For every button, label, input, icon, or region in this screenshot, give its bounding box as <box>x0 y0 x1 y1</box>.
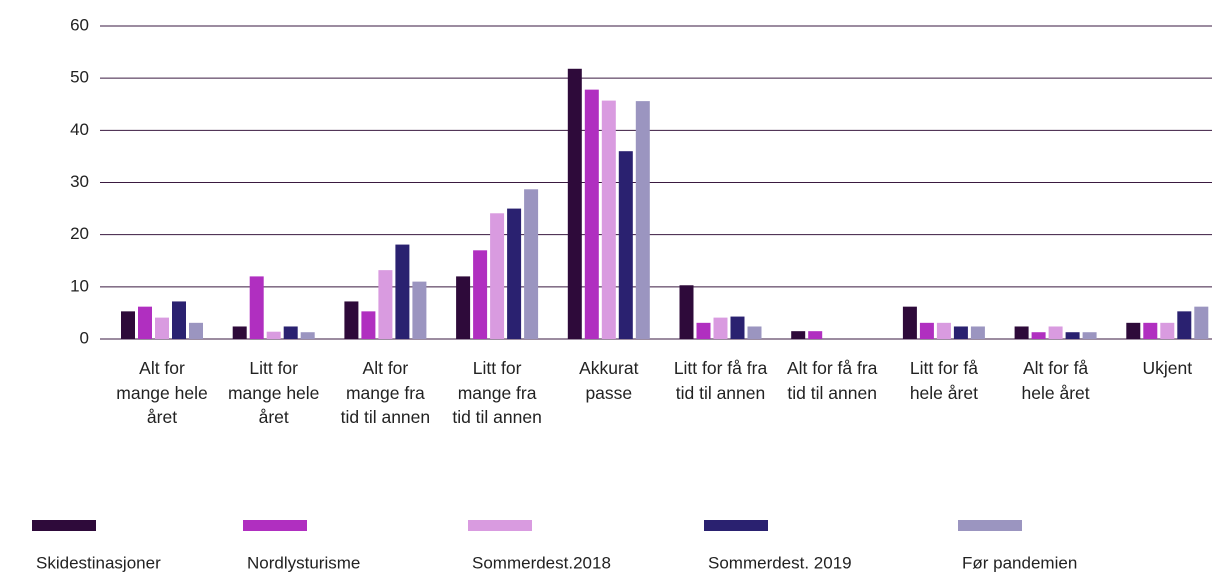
x-tick-label: Litt for mange hele året <box>227 358 320 427</box>
bar <box>121 311 135 339</box>
bar <box>953 326 968 339</box>
bar <box>361 311 376 339</box>
bar <box>1065 332 1080 339</box>
bar <box>679 285 694 339</box>
bar <box>412 281 427 339</box>
bar <box>172 301 186 339</box>
bar <box>138 306 152 339</box>
legend-swatch <box>958 520 1022 531</box>
bar <box>635 101 650 340</box>
legend-swatch <box>243 520 307 531</box>
bar <box>567 68 582 339</box>
y-tick-label: 40 <box>70 120 89 139</box>
bar <box>1160 322 1175 339</box>
bar <box>919 322 934 339</box>
bar <box>601 100 616 340</box>
bar <box>189 322 203 339</box>
bar <box>266 331 281 339</box>
bar <box>473 250 488 339</box>
y-tick-label: 20 <box>70 224 89 243</box>
bar <box>1126 322 1141 339</box>
x-tick-label: Alt for mange fra tid til annen <box>340 358 431 427</box>
bar <box>155 317 169 339</box>
legend-label: Sommerdest. 2019 <box>708 553 852 572</box>
bar <box>902 306 917 339</box>
bar <box>344 301 359 339</box>
bar <box>456 276 471 339</box>
bar <box>490 213 505 339</box>
bar <box>395 244 410 339</box>
bar <box>936 322 951 339</box>
x-tick-label: Litt for mange fra tid til annen <box>452 358 542 427</box>
y-tick-label: 30 <box>70 172 89 191</box>
x-tick-label: Alt for få fra tid til annen <box>786 358 878 403</box>
bar <box>283 326 298 339</box>
y-tick-label: 60 <box>70 15 89 34</box>
bar <box>1031 332 1046 339</box>
legend-swatch <box>468 520 532 531</box>
bar <box>713 317 728 339</box>
bar <box>1194 306 1209 339</box>
legend-label: Nordlysturisme <box>247 553 360 572</box>
legend-swatch <box>704 520 768 531</box>
legend-label: Sommerdest.2018 <box>472 553 611 572</box>
bar <box>970 326 985 339</box>
x-tick-label: Litt for få hele året <box>909 358 978 403</box>
x-tick-label: Akkurat passe <box>579 358 639 403</box>
legend-label: Skidestinasjoner <box>36 553 161 572</box>
bar <box>249 276 264 339</box>
bar <box>808 331 823 339</box>
x-tick-label: Ukjent <box>1142 358 1193 378</box>
x-tick-label: Litt for få fra tid til annen <box>673 358 768 403</box>
bar <box>1143 322 1158 339</box>
bar <box>696 322 711 339</box>
bar <box>791 331 806 339</box>
bar <box>378 270 393 339</box>
bar <box>524 189 539 339</box>
y-tick-label: 50 <box>70 68 89 87</box>
y-tick-label: 0 <box>80 328 89 347</box>
bar <box>232 326 247 339</box>
bar <box>1048 326 1063 339</box>
x-tick-label: Alt for få hele året <box>1021 358 1090 403</box>
bar <box>1082 332 1097 339</box>
legend-swatch <box>32 520 96 531</box>
y-tick-label: 10 <box>70 276 89 295</box>
bar <box>1014 326 1029 339</box>
bar <box>1177 311 1192 339</box>
bar <box>507 208 522 339</box>
bar <box>618 151 633 339</box>
bar <box>730 316 745 339</box>
bar <box>584 89 599 339</box>
bar <box>300 332 315 339</box>
bar <box>747 326 762 339</box>
x-tick-label: Alt for mange hele året <box>116 358 208 427</box>
legend-label: Før pandemien <box>962 553 1077 572</box>
